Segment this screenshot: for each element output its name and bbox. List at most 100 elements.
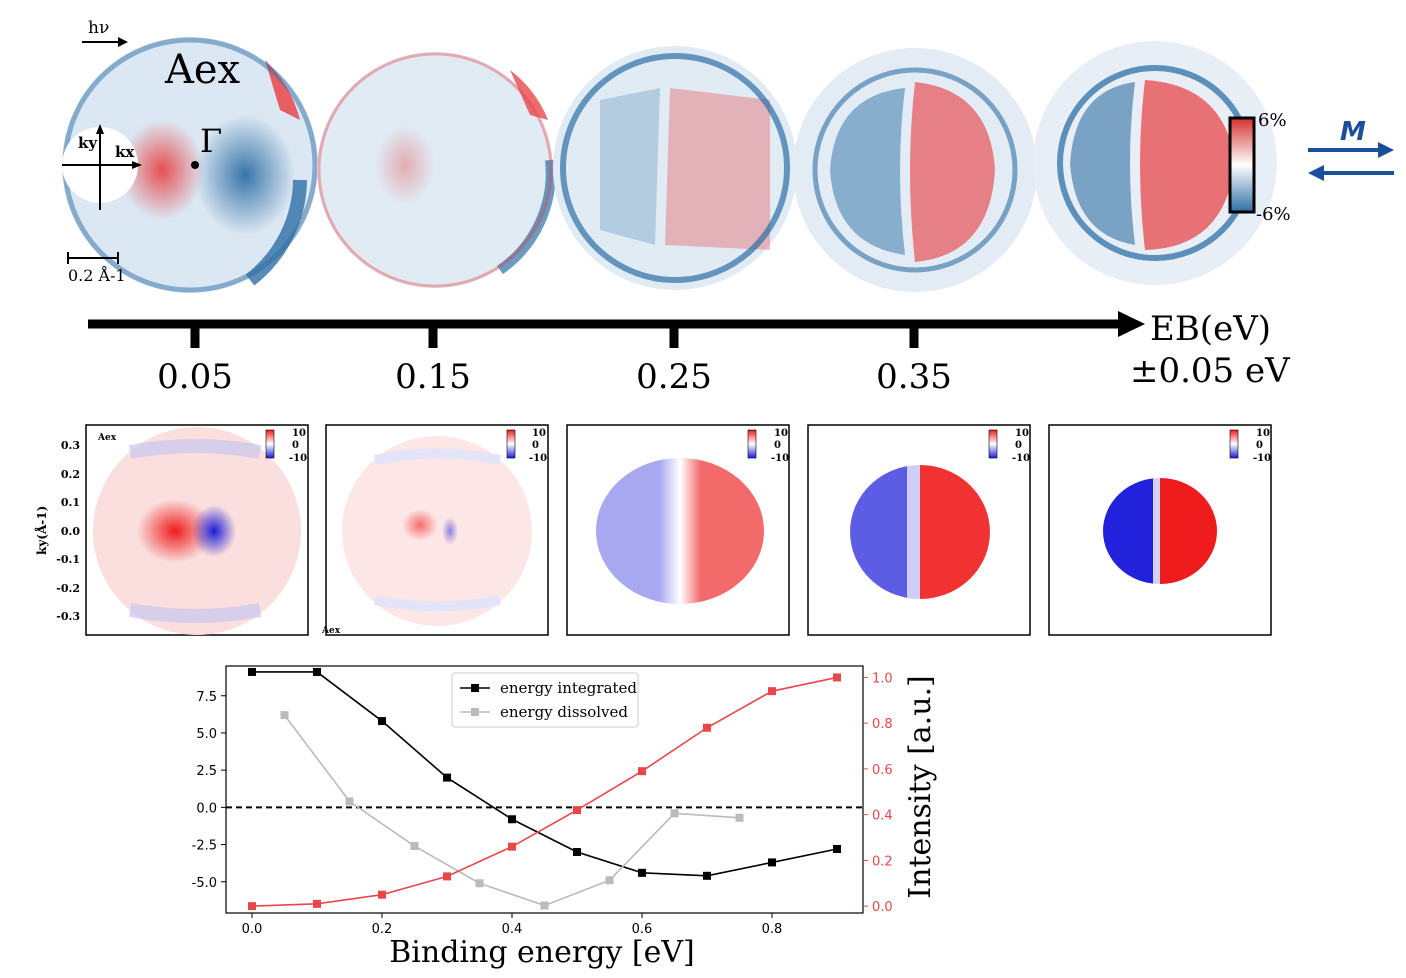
series-2-point (670, 809, 679, 818)
map-2 (317, 52, 556, 288)
sim-ylabel: ky(Å-1) (34, 506, 49, 555)
sim4-cb-min: -10 (1012, 453, 1030, 464)
x-tick-label: 0.2 (372, 922, 393, 937)
energy-window-label: ±0.05 eV (1130, 351, 1291, 391)
sim1-cb-max: 10 (292, 428, 306, 439)
x-tick-label: 0.6 (632, 922, 653, 937)
y-left-tick-label: 5.0 (196, 727, 217, 742)
sim3-cb-max: 10 (774, 428, 788, 439)
sim-map-1 (93, 427, 301, 635)
series-1-point (313, 667, 321, 676)
y-axis-right-label: Intensity [a.u.] (903, 675, 938, 899)
sim2-cb-mid: 0 (532, 440, 539, 451)
series-1-point (703, 871, 711, 880)
ky-label: ky (78, 134, 98, 152)
chart-series (248, 667, 841, 911)
series-line-1 (252, 671, 838, 877)
series-3-point (703, 723, 711, 732)
energy-tick-4: 0.35 (876, 357, 952, 397)
hv-label: hν (88, 18, 109, 38)
map-colorbar (1228, 116, 1256, 214)
sim-ytick-1: 0.3 (61, 439, 80, 452)
series-3-point (508, 842, 516, 851)
sim3-cb-min: -10 (771, 453, 789, 464)
energy-axis-label: EB(eV) (1150, 309, 1271, 349)
energy-tick-2: 0.15 (395, 357, 471, 397)
y-right-tick-label: 0.4 (872, 809, 893, 824)
series-3-point (378, 890, 386, 899)
series-2-point (345, 797, 354, 806)
series-line-2 (283, 714, 740, 907)
y-left-tick-label: 7.5 (196, 690, 217, 705)
y-right-tick-label: 0.2 (872, 854, 893, 869)
binding-energy-chart: 0.0 0.2 0.4 0.6 0.8 7.5 5.0 2.5 0.0 -2.5 -5.0 1.0 0.… (192, 665, 938, 970)
series-3-point (638, 767, 646, 776)
legend-energy-dissolved: energy dissolved (500, 703, 628, 721)
sim4-cb-max: 10 (1015, 428, 1029, 439)
sim-aex-bottom-label: Aex (321, 626, 341, 636)
sim1-cb-min: -10 (289, 453, 307, 464)
energy-tick-3: 0.25 (636, 357, 712, 397)
aex-label: Aex (164, 47, 241, 93)
kx-label: kx (115, 143, 135, 161)
sim2-cb-min: -10 (529, 453, 547, 464)
series-1-point (508, 815, 516, 824)
y-left-tick-label: 0.0 (196, 801, 217, 816)
sim-colorbars (265, 429, 1239, 459)
sim-map-2 (342, 436, 532, 626)
y-right-tick-label: 0.6 (872, 763, 893, 778)
magnetization-arrows-icon (1308, 142, 1394, 181)
sim-ytick-5: -0.1 (56, 553, 80, 566)
sim3-cb-mid: 0 (774, 440, 781, 451)
x-tick-label: 0.8 (762, 922, 783, 937)
series-1-point (573, 847, 581, 856)
sim-ytick-3: 0.1 (61, 496, 80, 509)
energy-tick-1: 0.05 (157, 357, 233, 397)
series-2-point (540, 901, 549, 910)
y-left-tick-label: -5.0 (192, 876, 217, 891)
series-1-point (378, 717, 386, 726)
sim4-cb-mid: 0 (1015, 440, 1022, 451)
chart-legend: energy integrated energy dissolved (451, 672, 639, 728)
sim-ytick-6: -0.2 (56, 582, 80, 595)
gamma-label: Γ (200, 122, 222, 160)
series-line-3 (251, 676, 838, 907)
sim1-cb-mid: 0 (292, 440, 299, 451)
map-1 (62, 37, 318, 293)
series-1-point (248, 667, 256, 676)
series-2-point (735, 813, 744, 822)
series-1-point (638, 868, 646, 877)
sim-map-5 (1103, 478, 1217, 584)
x-tick-label: 0.0 (242, 922, 263, 937)
chart-ticks: 0.0 0.2 0.4 0.6 0.8 7.5 5.0 2.5 0.0 -2.5 -5.0 1.0 0.… (192, 671, 893, 937)
colorbar-max-label: 6% (1258, 110, 1287, 131)
sim5-cb-mid: 0 (1256, 440, 1263, 451)
y-right-tick-label: 0.0 (872, 900, 893, 915)
sim-map-4 (850, 465, 990, 599)
legend-energy-integrated: energy integrated (500, 679, 637, 697)
series-1-point (443, 773, 451, 782)
series-3-point (833, 673, 841, 682)
energy-axis: 0.05 0.15 0.25 0.35 EB(eV) ±0.05 eV (88, 309, 1291, 397)
map-4 (793, 48, 1037, 292)
experimental-maps: hν Aex ky kx Γ 0.2 Å-1 6% -6% M (62, 18, 1394, 293)
sim2-cb-max: 10 (532, 428, 546, 439)
map-3 (553, 46, 797, 290)
series-3-point (248, 902, 256, 911)
sim-ytick-2: 0.2 (61, 468, 80, 481)
series-3-point (573, 806, 581, 815)
magnetization-symbol: M (1340, 117, 1366, 147)
series-2-point (410, 842, 419, 851)
series-1-point (768, 858, 776, 867)
scale-label: 0.2 Å-1 (68, 265, 126, 285)
y-right-tick-label: 1.0 (872, 671, 893, 686)
x-axis-label: Binding energy [eV] (389, 935, 695, 970)
x-tick-label: 0.4 (502, 922, 523, 937)
map-5 (1033, 41, 1277, 285)
series-1-point (833, 845, 841, 854)
sim5-cb-max: 10 (1256, 428, 1270, 439)
series-2-point (605, 876, 614, 885)
sim-ytick-7: -0.3 (56, 610, 80, 623)
sim5-cb-min: -10 (1253, 453, 1271, 464)
sim-ytick-4: 0.0 (61, 525, 80, 538)
